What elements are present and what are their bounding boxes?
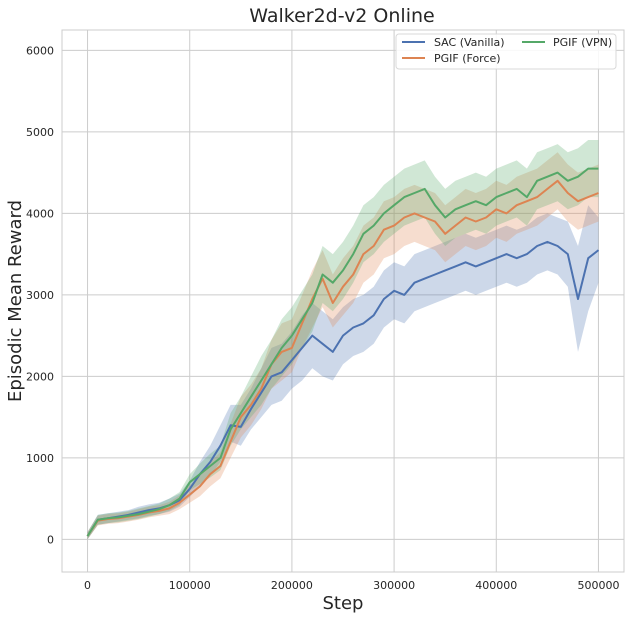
y-tick-label: 1000 <box>26 452 54 465</box>
chart-title: Walker2d-v2 Online <box>249 5 434 27</box>
y-tick-label: 0 <box>47 533 54 546</box>
legend-label-pgif-vpn: PGIF (VPN) <box>553 36 612 49</box>
x-tick-labels: 0 100000 200000 300000 400000 500000 <box>84 579 619 592</box>
y-tick-label: 6000 <box>26 44 54 57</box>
x-tick-label: 500000 <box>577 579 619 592</box>
band-pgif-force <box>87 152 599 540</box>
legend-label-pgif-force: PGIF (Force) <box>434 52 501 65</box>
legend-label-sac-vanilla: SAC (Vanilla) <box>434 36 505 49</box>
y-tick-label: 5000 <box>26 126 54 139</box>
band-sac-vanilla <box>87 205 599 540</box>
grid <box>62 30 624 572</box>
series-line-pgif-vpn <box>86 167 599 537</box>
x-axis-label: Step <box>323 593 364 614</box>
series-lines <box>86 167 600 537</box>
y-axis-label: Episodic Mean Reward <box>5 200 26 402</box>
series-line-pgif-force <box>86 179 599 537</box>
y-tick-label: 3000 <box>26 289 54 302</box>
x-tick-label: 400000 <box>475 579 517 592</box>
x-tick-label: 100000 <box>169 579 211 592</box>
x-tick-label: 300000 <box>373 579 415 592</box>
legend: SAC (Vanilla) PGIF (Force) PGIF (VPN) <box>395 33 617 70</box>
plot-frame <box>61 29 625 573</box>
legend-box <box>395 33 617 70</box>
y-tick-label: 4000 <box>26 207 54 220</box>
y-tick-label: 2000 <box>26 370 54 383</box>
x-tick-label: 200000 <box>271 579 313 592</box>
confidence-bands <box>87 140 599 540</box>
y-tick-labels: 0 1000 2000 3000 4000 5000 6000 <box>26 44 54 546</box>
x-tick-label: 0 <box>84 579 91 592</box>
band-pgif-vpn <box>87 140 599 540</box>
